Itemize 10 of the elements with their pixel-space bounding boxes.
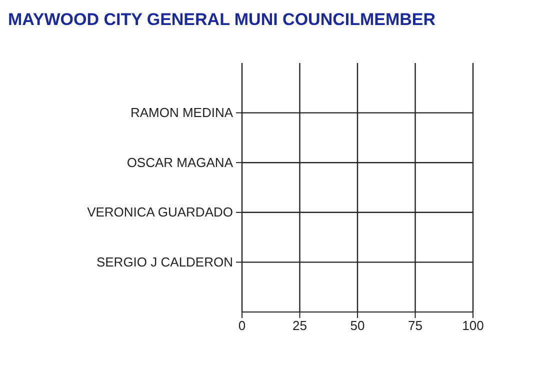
y-tick-label: SERGIO J CALDERON bbox=[96, 254, 233, 270]
y-tick-label: OSCAR MAGANA bbox=[126, 154, 234, 170]
y-tick-label: RAMON MEDINA bbox=[130, 104, 234, 120]
x-tick-label: 75 bbox=[408, 318, 422, 334]
x-tick-label: 0 bbox=[238, 318, 246, 334]
x-tick-label: 25 bbox=[292, 318, 307, 334]
x-tick-label: 100 bbox=[462, 318, 484, 334]
x-tick-label: 50 bbox=[350, 318, 365, 334]
y-tick-label: VERONICA GUARDADO bbox=[87, 204, 233, 220]
chart-title: MAYWOOD CITY GENERAL MUNI COUNCILMEMBER bbox=[8, 10, 436, 29]
